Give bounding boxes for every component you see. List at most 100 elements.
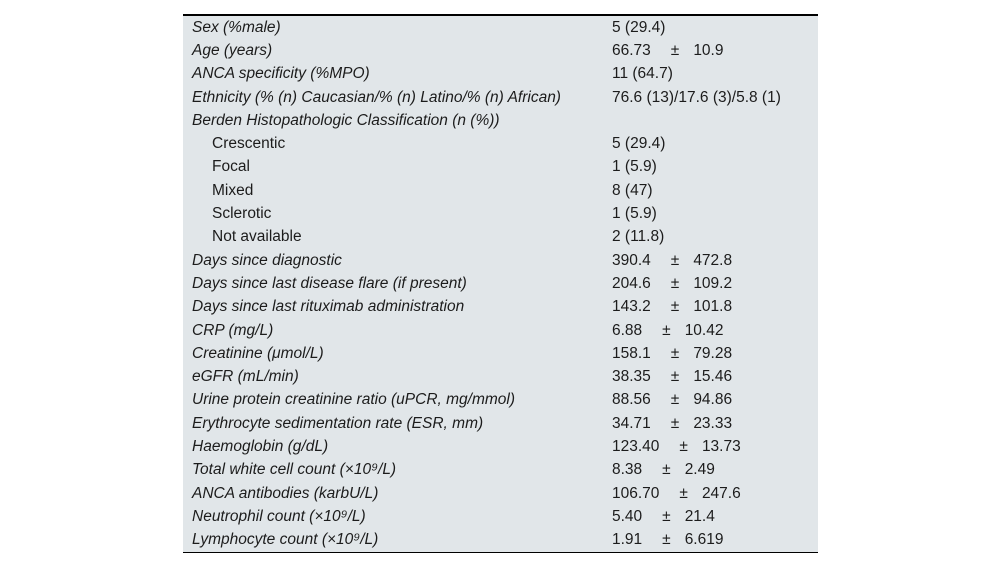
value-sd: 101.8 — [693, 298, 733, 316]
row-label: Haemoglobin (g/dL) — [192, 437, 329, 455]
value-sd: 13.73 — [701, 437, 741, 455]
value-sd: 79.28 — [693, 344, 733, 362]
plus-minus-sign: ± — [670, 274, 680, 292]
value-mean: 66.73 — [612, 41, 651, 59]
row-label: Sclerotic — [212, 205, 272, 223]
row-label: Days since last rituximab administration — [192, 298, 465, 316]
row-label: Crescentic — [212, 135, 286, 153]
table-row: CRP (mg/L) 6.88 ±10.42 — [183, 319, 818, 342]
row-value: 2 (11.8) — [612, 228, 665, 246]
value-sd: 109.2 — [693, 274, 733, 292]
value-sd: 247.6 — [701, 484, 741, 502]
plus-minus-sign: ± — [670, 368, 680, 386]
table-row: Age (years) 66.73 ±10.9 — [183, 39, 818, 62]
plus-minus-sign: ± — [670, 251, 680, 269]
row-value: 38.35 ±15.46 — [612, 368, 732, 386]
value-mean: 106.70 — [612, 484, 660, 502]
table-row: ANCA specificity (%MPO) 11 (64.7) — [183, 63, 818, 86]
value-sd: 6.619 — [684, 531, 724, 549]
table-row: Days since last rituximab administration… — [183, 296, 818, 319]
row-value: 8.38 ±2.49 — [612, 461, 715, 479]
row-value: 5 (29.4) — [612, 135, 666, 153]
table-row: Total white cell count (×10⁹/L) 8.38 ±2.49 — [183, 459, 818, 482]
row-label: Ethnicity (% (n) Caucasian/% (n) Latino/… — [192, 88, 561, 106]
value-mean: 88.56 — [612, 391, 651, 409]
row-value: 66.73 ±10.9 — [612, 42, 723, 60]
clinical-characteristics-table: Sex (%male) 5 (29.4) Age (years) 66.73 ±10.9… — [183, 14, 818, 553]
table-row: Mixed 8 (47) — [183, 179, 818, 202]
row-label: Mixed — [212, 181, 254, 199]
plus-minus-sign: ± — [670, 41, 680, 59]
row-value: 204.6 ±109.2 — [612, 275, 732, 293]
value-mean: 38.35 — [612, 368, 651, 386]
plus-minus-sign: ± — [662, 507, 671, 525]
row-label: Days since last disease flare (if presen… — [192, 274, 467, 292]
row-label: Berden Histopathologic Classification (n… — [192, 111, 500, 129]
table-row: Lymphocyte count (×10⁹/L) 1.91 ±6.619 — [183, 529, 818, 552]
row-value: 143.2 ±101.8 — [612, 298, 732, 316]
row-label: Creatinine (μmol/L) — [192, 344, 324, 362]
value-sd: 15.46 — [693, 368, 733, 386]
table-row: Days since diagnostic 390.4 ±472.8 — [183, 249, 818, 272]
value-mean: 6.88 — [612, 321, 643, 339]
table-row: Crescentic 5 (29.4) — [183, 132, 818, 155]
table-row: Focal 1 (5.9) — [183, 156, 818, 179]
table-row: Neutrophil count (×10⁹/L) 5.40 ±21.4 — [183, 505, 818, 528]
row-value: 1 (5.9) — [612, 158, 657, 176]
row-label: ANCA specificity (%MPO) — [192, 65, 370, 83]
table-row: Not available 2 (11.8) — [183, 226, 818, 249]
table-row: Erythrocyte sedimentation rate (ESR, mm)… — [183, 412, 818, 435]
value-mean: 143.2 — [612, 298, 651, 316]
table-row: Days since last disease flare (if presen… — [183, 272, 818, 295]
row-label: Days since diagnostic — [192, 251, 342, 269]
value-mean: 390.4 — [612, 251, 651, 269]
table-row: Creatinine (μmol/L) 158.1 ±79.28 — [183, 342, 818, 365]
row-label: Lymphocyte count (×10⁹/L) — [192, 531, 379, 549]
table-row: Sclerotic 1 (5.9) — [183, 202, 818, 225]
table-rows: Sex (%male) 5 (29.4) Age (years) 66.73 ±10.9… — [183, 16, 818, 552]
row-label: Age (years) — [192, 41, 273, 59]
plus-minus-sign: ± — [670, 344, 680, 362]
plus-minus-sign: ± — [662, 461, 671, 479]
value-sd: 10.9 — [693, 41, 724, 59]
plus-minus-sign: ± — [670, 298, 680, 316]
row-value: 6.88 ±10.42 — [612, 322, 723, 340]
value-mean: 8.38 — [612, 461, 643, 479]
value-sd: 94.86 — [693, 391, 733, 409]
row-label: CRP (mg/L) — [192, 321, 274, 339]
table-row: Berden Histopathologic Classification (n… — [183, 109, 818, 132]
row-value: 5 (29.4) — [612, 18, 666, 36]
plus-minus-sign: ± — [679, 437, 688, 455]
plus-minus-sign: ± — [679, 484, 688, 502]
row-label: Sex (%male) — [192, 18, 281, 36]
row-value: 5.40 ±21.4 — [612, 508, 715, 526]
row-value: 390.4 ±472.8 — [612, 252, 732, 270]
row-label: Erythrocyte sedimentation rate (ESR, mm) — [192, 414, 484, 432]
row-label: Urine protein creatinine ratio (uPCR, mg… — [192, 391, 516, 409]
row-value: 34.71 ±23.33 — [612, 415, 732, 433]
row-label: Neutrophil count (×10⁹/L) — [192, 507, 366, 525]
value-mean: 5.40 — [612, 507, 643, 525]
value-sd: 23.33 — [693, 414, 733, 432]
plus-minus-sign: ± — [662, 531, 671, 549]
row-label: eGFR (mL/min) — [192, 368, 299, 386]
row-label: Total white cell count (×10⁹/L) — [192, 461, 397, 479]
value-mean: 158.1 — [612, 344, 651, 362]
row-value: 8 (47) — [612, 181, 653, 199]
row-value: 76.6 (13)/17.6 (3)/5.8 (1) — [612, 88, 781, 106]
plus-minus-sign: ± — [670, 414, 680, 432]
value-mean: 204.6 — [612, 274, 651, 292]
row-label: Focal — [212, 158, 250, 176]
value-sd: 21.4 — [684, 507, 715, 525]
row-value: 11 (64.7) — [612, 65, 673, 83]
row-value: 1 (5.9) — [612, 205, 657, 223]
table-row: Ethnicity (% (n) Caucasian/% (n) Latino/… — [183, 86, 818, 109]
row-value: 1.91 ±6.619 — [612, 531, 723, 549]
table-row: Sex (%male) 5 (29.4) — [183, 16, 818, 39]
table-row: Urine protein creatinine ratio (uPCR, mg… — [183, 389, 818, 412]
value-sd: 2.49 — [684, 461, 715, 479]
row-value: 158.1 ±79.28 — [612, 345, 732, 363]
plus-minus-sign: ± — [670, 391, 680, 409]
table-row: eGFR (mL/min) 38.35 ±15.46 — [183, 365, 818, 388]
row-value: 88.56 ±94.86 — [612, 391, 732, 409]
